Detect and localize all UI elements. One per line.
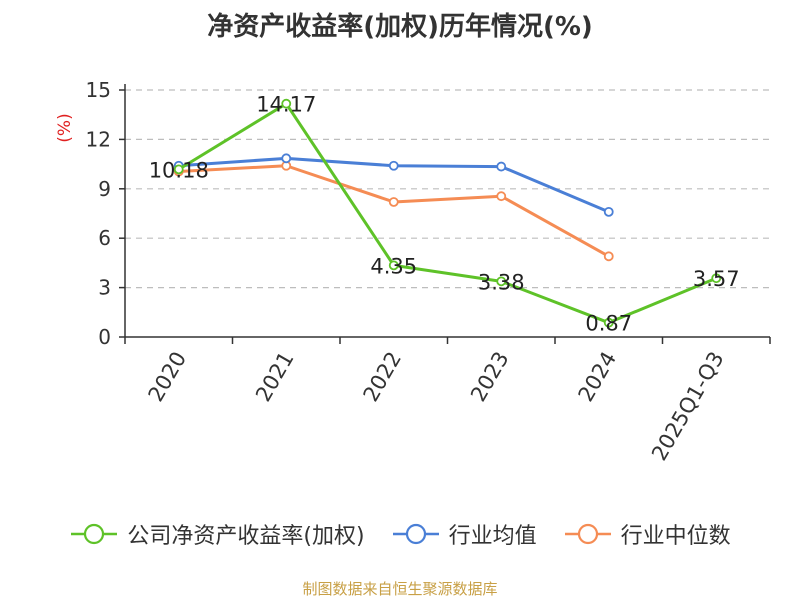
y-axis-label: (%) xyxy=(55,113,75,142)
legend-swatch-marker xyxy=(405,523,426,545)
data-point xyxy=(496,161,507,172)
data-point xyxy=(603,251,614,262)
source-note: 制图数据来自恒生聚源数据库 xyxy=(302,580,498,598)
data-point xyxy=(603,317,614,328)
data-point xyxy=(711,273,722,284)
data-point xyxy=(388,197,399,207)
legend-label: 行业中位数 xyxy=(620,524,731,549)
data-label: 10.18 xyxy=(149,158,209,182)
y-tick-label: 9 xyxy=(98,177,111,201)
y-tick-label: 12 xyxy=(86,127,111,151)
chart-title: 净资产收益率(加权)历年情况(%) xyxy=(207,12,593,42)
data-label: 14.17 xyxy=(256,93,316,117)
data-point xyxy=(281,153,292,164)
legend-swatch xyxy=(564,523,611,545)
legend-swatch-marker xyxy=(84,523,105,545)
legend-swatch-marker xyxy=(577,523,598,545)
legend-label: 公司净资产收益率(加权) xyxy=(127,524,365,549)
grid-lines xyxy=(125,89,770,289)
data-label: 4.35 xyxy=(370,254,417,278)
data-point xyxy=(173,164,184,175)
x-tick-label: 2021 xyxy=(251,348,299,406)
data-point xyxy=(496,191,507,202)
y-tick-label: 6 xyxy=(98,226,111,250)
y-tick-label: 15 xyxy=(86,78,111,102)
legend-swatch xyxy=(392,523,439,545)
x-tick-label: 2024 xyxy=(574,348,622,406)
data-label: 3.38 xyxy=(478,270,525,294)
legend-item: 行业中位数 xyxy=(563,518,731,550)
data-labels: 10.18 14.17 4.35 3.38 0.87 3.57 xyxy=(149,93,740,336)
series-line xyxy=(177,102,717,325)
legend-item: 公司净资产收益率(加权) xyxy=(69,518,365,550)
legend: 公司净资产收益率(加权) 行业均值 行业中位数 xyxy=(0,518,800,550)
data-point xyxy=(496,276,507,287)
data-point xyxy=(281,98,292,109)
data-point xyxy=(388,160,399,171)
y-tick-label: 3 xyxy=(98,276,111,300)
series-line xyxy=(178,164,610,258)
legend-swatch xyxy=(71,523,118,545)
series-lines xyxy=(173,98,722,328)
data-point xyxy=(388,260,399,271)
data-point xyxy=(603,206,614,217)
legend-label: 行业均值 xyxy=(448,524,537,549)
x-tick-label: 2020 xyxy=(144,348,192,406)
legend-item: 行业均值 xyxy=(391,518,537,550)
data-label: 3.57 xyxy=(693,267,740,291)
x-tick-label: 2025Q1-Q3 xyxy=(647,348,729,465)
data-label: 0.87 xyxy=(585,312,632,336)
y-tick-label: 0 xyxy=(98,325,111,349)
x-tick-label: 2023 xyxy=(466,348,514,406)
x-tick-label: 2022 xyxy=(359,348,407,406)
